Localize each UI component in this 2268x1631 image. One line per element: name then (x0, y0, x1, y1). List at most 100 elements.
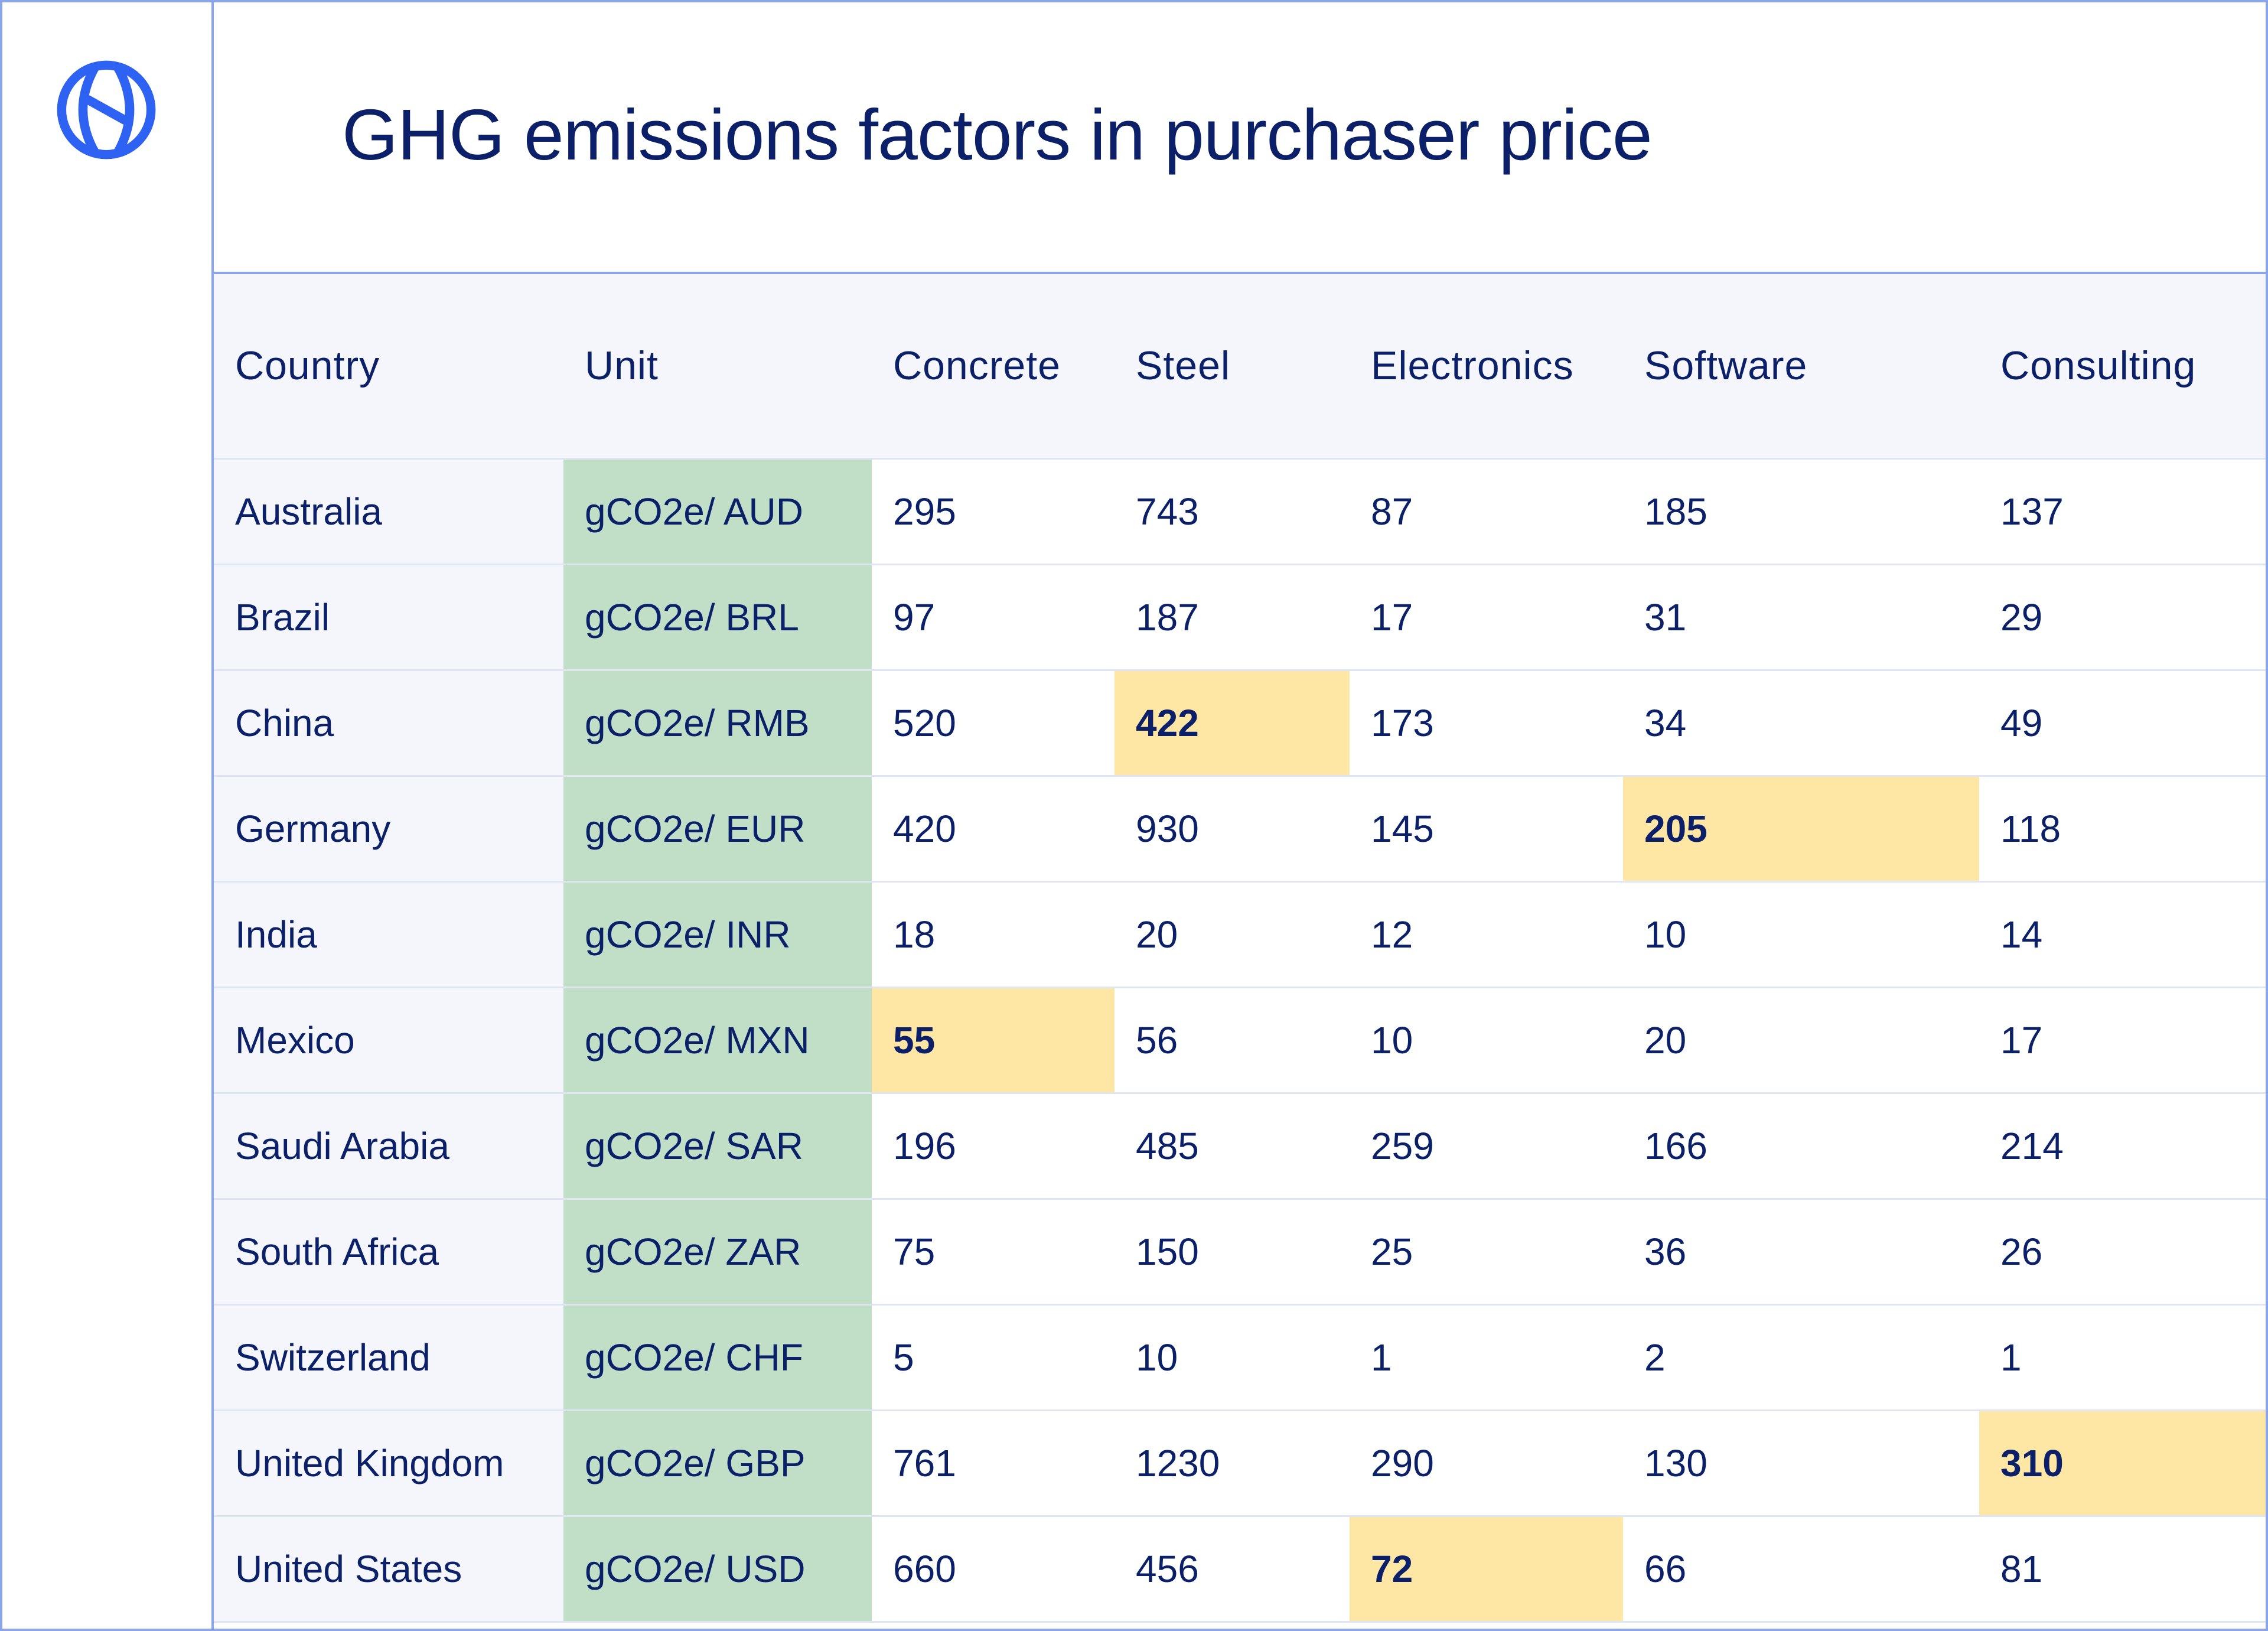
electronics-value-cell: 10 (1350, 987, 1623, 1094)
consulting-value-cell: 310 (1979, 1410, 2266, 1517)
column-header-electronics: Electronics (1350, 274, 1623, 460)
table-row: Switzerland gCO2e/ CHF 5 10 1 2 1 (214, 1304, 2266, 1411)
software-value-cell: 66 (1623, 1516, 1979, 1623)
country-cell: Switzerland (214, 1304, 563, 1411)
table-body: Australia gCO2e/ AUD 295 743 87 185 137 Brazil g… (214, 458, 2266, 1623)
steel-value-cell: 20 (1115, 881, 1350, 988)
software-value-cell: 34 (1623, 670, 1979, 777)
concrete-value-cell: 660 (872, 1516, 1115, 1623)
steel-value-cell: 10 (1115, 1304, 1350, 1411)
concrete-value-cell: 97 (872, 564, 1115, 671)
electronics-value-cell: 72 (1350, 1516, 1623, 1623)
country-cell: Saudi Arabia (214, 1093, 563, 1200)
electronics-value-cell: 1 (1350, 1304, 1623, 1411)
table-row: China gCO2e/ RMB 520 422 173 34 49 (214, 670, 2266, 777)
country-cell: Brazil (214, 564, 563, 671)
software-value-cell: 205 (1623, 776, 1979, 883)
country-cell: Germany (214, 776, 563, 883)
country-cell: Mexico (214, 987, 563, 1094)
column-header-software: Software (1623, 274, 1979, 460)
consulting-value-cell: 118 (1979, 776, 2266, 883)
concrete-value-cell: 5 (872, 1304, 1115, 1411)
unit-cell: gCO2e/ CHF (563, 1304, 872, 1411)
table-row: Germany gCO2e/ EUR 420 930 145 205 118 (214, 776, 2266, 883)
table-header-row: Country Unit Concrete Steel Electronics … (214, 274, 2266, 460)
electronics-value-cell: 290 (1350, 1410, 1623, 1517)
unit-cell: gCO2e/ RMB (563, 670, 872, 777)
emissions-table: Country Unit Concrete Steel Electronics … (214, 274, 2266, 1623)
unit-cell: gCO2e/ AUD (563, 458, 872, 565)
software-value-cell: 130 (1623, 1410, 1979, 1517)
sidebar (0, 0, 214, 1631)
software-value-cell: 31 (1623, 564, 1979, 671)
column-header-consulting: Consulting (1979, 274, 2266, 460)
consulting-value-cell: 14 (1979, 881, 2266, 988)
country-cell: Australia (214, 458, 563, 565)
steel-value-cell: 422 (1115, 670, 1350, 777)
unit-cell: gCO2e/ ZAR (563, 1199, 872, 1306)
table-row: Australia gCO2e/ AUD 295 743 87 185 137 (214, 458, 2266, 565)
concrete-value-cell: 18 (872, 881, 1115, 988)
unit-cell: gCO2e/ EUR (563, 776, 872, 883)
concrete-value-cell: 295 (872, 458, 1115, 565)
electronics-value-cell: 12 (1350, 881, 1623, 988)
table-row: United Kingdom gCO2e/ GBP 761 1230 290 130 310 (214, 1410, 2266, 1517)
concrete-value-cell: 520 (872, 670, 1115, 777)
unit-cell: gCO2e/ MXN (563, 987, 872, 1094)
table-row: Mexico gCO2e/ MXN 55 56 10 20 17 (214, 987, 2266, 1094)
electronics-value-cell: 145 (1350, 776, 1623, 883)
unit-cell: gCO2e/ USD (563, 1516, 872, 1623)
steel-value-cell: 1230 (1115, 1410, 1350, 1517)
concrete-value-cell: 55 (872, 987, 1115, 1094)
software-value-cell: 185 (1623, 458, 1979, 565)
consulting-value-cell: 1 (1979, 1304, 2266, 1411)
unit-cell: gCO2e/ GBP (563, 1410, 872, 1517)
electronics-value-cell: 173 (1350, 670, 1623, 777)
software-value-cell: 36 (1623, 1199, 1979, 1306)
steel-value-cell: 150 (1115, 1199, 1350, 1306)
consulting-value-cell: 29 (1979, 564, 2266, 671)
country-cell: China (214, 670, 563, 777)
steel-value-cell: 187 (1115, 564, 1350, 671)
table-row: India gCO2e/ INR 18 20 12 10 14 (214, 881, 2266, 988)
steel-value-cell: 485 (1115, 1093, 1350, 1200)
electronics-value-cell: 25 (1350, 1199, 1623, 1306)
concrete-value-cell: 75 (872, 1199, 1115, 1306)
steel-value-cell: 930 (1115, 776, 1350, 883)
software-value-cell: 20 (1623, 987, 1979, 1094)
electronics-value-cell: 259 (1350, 1093, 1623, 1200)
electronics-value-cell: 87 (1350, 458, 1623, 565)
unit-cell: gCO2e/ SAR (563, 1093, 872, 1200)
column-header-steel: Steel (1115, 274, 1350, 460)
column-header-concrete: Concrete (872, 274, 1115, 460)
emissions-table-container: Country Unit Concrete Steel Electronics … (214, 274, 2266, 1623)
concrete-value-cell: 761 (872, 1410, 1115, 1517)
table-row: South Africa gCO2e/ ZAR 75 150 25 36 26 (214, 1199, 2266, 1306)
unit-cell: gCO2e/ INR (563, 881, 872, 988)
electronics-value-cell: 17 (1350, 564, 1623, 671)
consulting-value-cell: 214 (1979, 1093, 2266, 1200)
column-header-unit: Unit (563, 274, 872, 460)
page-title: GHG emissions factors in purchaser price (342, 95, 1653, 175)
consulting-value-cell: 137 (1979, 458, 2266, 565)
software-value-cell: 166 (1623, 1093, 1979, 1200)
country-cell: United States (214, 1516, 563, 1623)
consulting-value-cell: 17 (1979, 987, 2266, 1094)
consulting-value-cell: 26 (1979, 1199, 2266, 1306)
header: GHG emissions factors in purchaser price (214, 0, 2268, 274)
concrete-value-cell: 420 (872, 776, 1115, 883)
column-header-country: Country (214, 274, 563, 460)
table-row: Brazil gCO2e/ BRL 97 187 17 31 29 (214, 564, 2266, 671)
table-row: Saudi Arabia gCO2e/ SAR 196 485 259 166 214 (214, 1093, 2266, 1200)
software-value-cell: 2 (1623, 1304, 1979, 1411)
consulting-value-cell: 81 (1979, 1516, 2266, 1623)
software-value-cell: 10 (1623, 881, 1979, 988)
steel-value-cell: 743 (1115, 458, 1350, 565)
unit-cell: gCO2e/ BRL (563, 564, 872, 671)
country-cell: India (214, 881, 563, 988)
concrete-value-cell: 196 (872, 1093, 1115, 1200)
consulting-value-cell: 49 (1979, 670, 2266, 777)
steel-value-cell: 56 (1115, 987, 1350, 1094)
globe-logo-icon (56, 59, 157, 161)
